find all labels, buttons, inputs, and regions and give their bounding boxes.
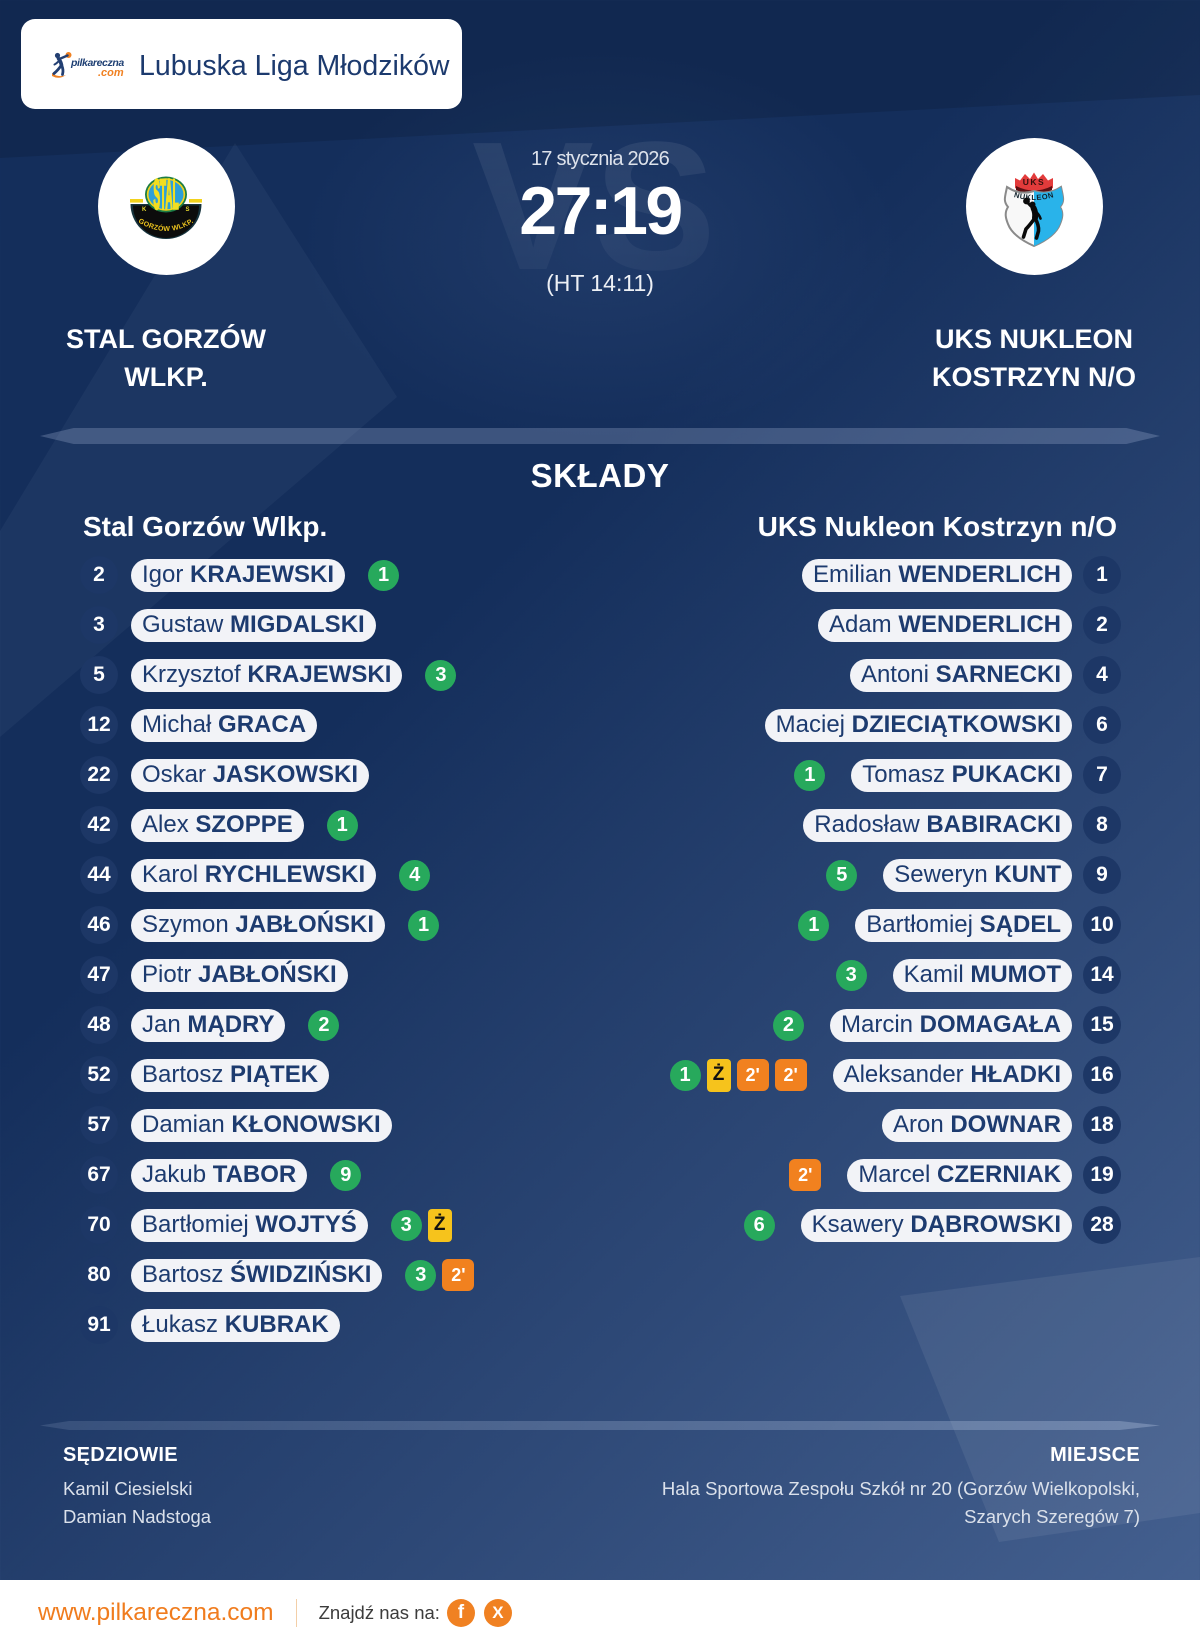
svg-text:VS: VS — [472, 103, 716, 308]
svg-text:K: K — [142, 207, 147, 213]
svg-text:NUKLEON: NUKLEON — [1013, 190, 1055, 202]
svg-text:UKS: UKS — [1023, 177, 1045, 187]
svg-text:STAL: STAL — [153, 172, 178, 218]
svg-text:S: S — [186, 207, 190, 213]
